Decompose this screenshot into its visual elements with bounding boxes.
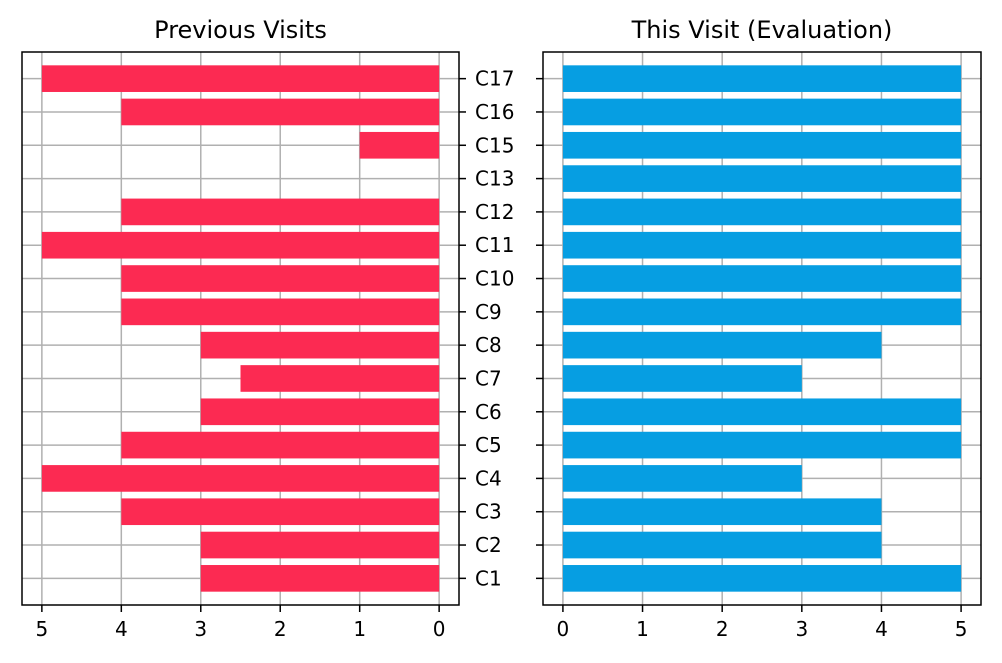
previous-bar-c15 (359, 131, 440, 159)
current-bar-c4 (562, 465, 802, 492)
current-xtick-label: 2 (716, 617, 729, 641)
previous-ytick-label: C15 (475, 133, 514, 157)
previous-ytick-label: C7 (475, 366, 502, 390)
current-xtick-label: 4 (875, 617, 888, 641)
previous-xtick-label: 2 (274, 617, 287, 641)
previous-bar-c17 (41, 65, 440, 92)
current-bar-c16 (562, 98, 962, 126)
current-xtick-label: 5 (955, 617, 968, 641)
current-bar-c17 (562, 65, 962, 92)
previous-bar-c9 (121, 298, 440, 326)
previous-ytick-label: C4 (475, 466, 502, 490)
previous-xtick-label: 0 (433, 617, 446, 641)
previous-bar-c12 (121, 198, 440, 226)
previous-ytick-label: C16 (475, 100, 514, 124)
previous-ytick-label: C13 (475, 167, 514, 191)
current-bar-c9 (562, 298, 962, 326)
previous-visits-panel: 5 4 3 2 1 0 C1 C2 C3 C4 C5 C6 C7 C8 C9 C10 C11 C12 C13 C15 C… (21, 16, 514, 641)
current-bar-c6 (562, 398, 962, 426)
previous-ytick-label: C3 (475, 500, 502, 524)
current-xtick-label: 3 (795, 617, 808, 641)
this-visit-panel: 0 1 2 3 4 5 This Visit (Evaluation) (536, 16, 982, 641)
previous-bar-c4 (41, 465, 440, 492)
current-bar-c7 (562, 365, 802, 392)
previous-xtick-label: 3 (194, 617, 207, 641)
current-bar-c15 (562, 131, 962, 159)
current-bar-c12 (562, 198, 962, 226)
current-xtick-label: 1 (636, 617, 649, 641)
previous-ytick-label: C5 (475, 433, 502, 457)
previous-bar-c1 (200, 565, 440, 592)
current-bar-c10 (562, 265, 962, 292)
previous-ytick-label: C9 (475, 300, 502, 324)
previous-bar-c8 (200, 331, 440, 359)
previous-bar-c6 (200, 398, 440, 426)
previous-ytick-label: C1 (475, 566, 502, 590)
previous-ytick-label: C11 (475, 233, 514, 257)
current-bar-c8 (562, 331, 882, 359)
previous-bar-c7 (240, 365, 440, 392)
previous-xtick-label: 4 (115, 617, 128, 641)
previous-bar-c11 (41, 231, 440, 259)
previous-ytick-label: C2 (475, 533, 502, 557)
previous-ytick-label: C6 (475, 400, 502, 424)
previous-bar-c5 (121, 431, 440, 459)
previous-ytick-label: C12 (475, 200, 514, 224)
previous-bar-c10 (121, 265, 440, 292)
previous-plot-frame (21, 51, 460, 606)
current-plot-frame (542, 51, 982, 606)
current-bar-c3 (562, 498, 882, 526)
previous-bar-c2 (200, 531, 440, 559)
current-bar-c11 (562, 231, 962, 259)
previous-xtick-label: 5 (35, 617, 48, 641)
current-bar-c2 (562, 531, 882, 559)
current-bar-c5 (562, 431, 962, 459)
previous-xtick-label: 1 (353, 617, 366, 641)
previous-chart-title: Previous Visits (154, 16, 327, 44)
previous-ytick-label: C8 (475, 333, 502, 357)
previous-bar-c16 (121, 98, 440, 126)
current-bar-c1 (562, 565, 962, 592)
previous-ytick-label: C10 (475, 267, 514, 291)
current-chart-title: This Visit (Evaluation) (631, 16, 893, 44)
previous-ytick-label: C17 (475, 67, 514, 91)
current-xtick-label: 0 (557, 617, 570, 641)
previous-bar-c3 (121, 498, 440, 526)
current-bar-c13 (562, 165, 962, 192)
